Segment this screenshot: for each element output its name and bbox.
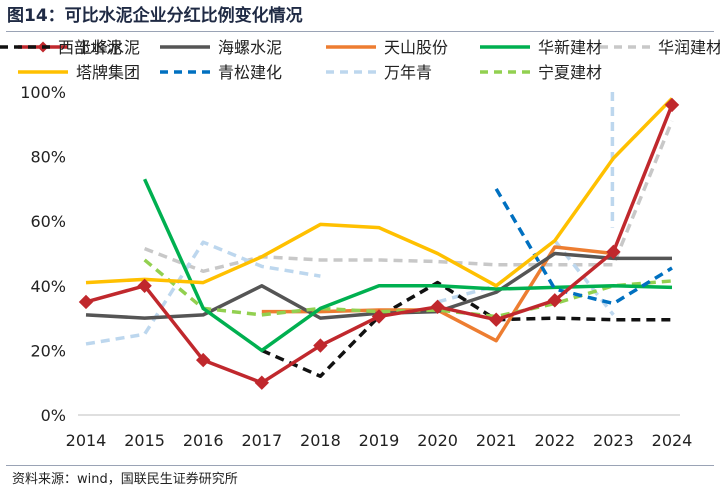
data-point-marker bbox=[78, 294, 94, 310]
series-line-segment bbox=[261, 280, 672, 378]
series-8 bbox=[85, 240, 321, 346]
series-line-segment bbox=[494, 188, 673, 306]
y-tick-label: 0% bbox=[41, 406, 66, 425]
legend-label: 宁夏建材 bbox=[538, 63, 602, 82]
source-divider bbox=[6, 465, 714, 466]
series-line-segment bbox=[143, 120, 674, 274]
x-tick-label: 2021 bbox=[476, 431, 517, 450]
series-0 bbox=[78, 97, 680, 390]
series-4 bbox=[143, 120, 674, 274]
x-tick-label: 2017 bbox=[241, 431, 282, 450]
source-note: 资料来源：wind，国联民生证券研究所 bbox=[12, 472, 238, 487]
series-line-segment bbox=[85, 97, 674, 288]
x-tick-label: 2023 bbox=[593, 431, 634, 450]
legend-label: 华新建材 bbox=[538, 38, 602, 57]
series-line-segment bbox=[85, 240, 321, 346]
data-point-marker bbox=[606, 244, 621, 260]
legend-item: 天山股份 bbox=[326, 38, 448, 57]
series-line-segment bbox=[143, 178, 673, 353]
x-tick-label: 2024 bbox=[652, 431, 693, 450]
x-tick-label: 2016 bbox=[183, 431, 224, 450]
legend-label: 上峰水泥 bbox=[76, 38, 140, 57]
data-point-marker bbox=[664, 97, 680, 113]
axes: 0% 20% 40% 60% 80% 100% 2014 2015 2016 2017 2018 20… bbox=[20, 83, 692, 450]
y-tick-label: 20% bbox=[30, 341, 66, 360]
x-tick-label: 2015 bbox=[124, 431, 165, 450]
legend-label: 西部水泥 bbox=[58, 38, 122, 57]
legend-label: 万年青 bbox=[384, 63, 432, 82]
legend-label: 青松建化 bbox=[218, 63, 282, 82]
legend-item: 万年青 bbox=[326, 63, 432, 82]
legend-item: 塔牌集团 bbox=[18, 63, 140, 82]
series-11 bbox=[143, 258, 673, 319]
legend-item: 青松建化 bbox=[160, 63, 282, 82]
x-tick-label: 2019 bbox=[359, 431, 400, 450]
series-lines bbox=[78, 92, 680, 390]
legend-label: 海螺水泥 bbox=[218, 38, 282, 57]
data-point-marker bbox=[371, 309, 387, 324]
legend-item: 宁夏建材 bbox=[480, 63, 602, 82]
series-7 bbox=[494, 188, 673, 306]
data-point-marker bbox=[430, 299, 445, 315]
y-tick-label: 40% bbox=[30, 277, 66, 296]
series-6 bbox=[85, 97, 674, 288]
x-tick-label: 2020 bbox=[417, 431, 458, 450]
legend-label: 华润建材 bbox=[658, 38, 720, 57]
x-tick-label: 2014 bbox=[66, 431, 107, 450]
y-tick-label: 100% bbox=[20, 83, 66, 102]
y-tick-label: 60% bbox=[30, 212, 66, 231]
x-tick-label: 2018 bbox=[300, 431, 341, 450]
x-tick-label: 2022 bbox=[534, 431, 575, 450]
legend-item: 西部水泥 bbox=[0, 38, 122, 57]
legend-label: 塔牌集团 bbox=[76, 63, 140, 82]
data-point-marker bbox=[313, 338, 328, 353]
data-point-marker bbox=[547, 293, 563, 308]
legend-item: 华润建材 bbox=[600, 38, 720, 57]
title-divider bbox=[6, 31, 714, 32]
series-3 bbox=[143, 178, 673, 353]
series-line-segment bbox=[143, 258, 673, 319]
series-5 bbox=[261, 280, 672, 378]
data-point-marker bbox=[195, 352, 211, 368]
y-tick-label: 80% bbox=[30, 148, 66, 167]
data-point-marker bbox=[137, 278, 152, 294]
figure-title: 图14：可比水泥企业分红比例变化情况 bbox=[7, 6, 303, 26]
legend-item: 海螺水泥 bbox=[160, 38, 282, 57]
data-point-marker bbox=[488, 312, 504, 327]
legend-item: 华新建材 bbox=[480, 38, 602, 57]
legend-label: 天山股份 bbox=[384, 38, 448, 57]
data-point-marker bbox=[254, 375, 270, 390]
